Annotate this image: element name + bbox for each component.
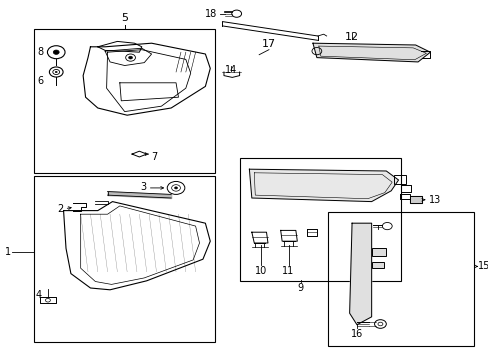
- Text: 18: 18: [205, 9, 217, 19]
- Circle shape: [55, 71, 57, 73]
- Bar: [393, 175, 405, 184]
- Text: 1: 1: [4, 247, 11, 257]
- Text: 17: 17: [262, 39, 275, 49]
- Text: 12: 12: [345, 32, 358, 42]
- Text: 13: 13: [428, 195, 441, 205]
- Circle shape: [174, 187, 177, 189]
- Text: 9: 9: [297, 283, 303, 293]
- Text: 14: 14: [224, 65, 237, 75]
- Text: 15: 15: [477, 261, 488, 271]
- Text: 5: 5: [121, 13, 128, 23]
- Bar: [371, 262, 383, 268]
- Text: 3: 3: [140, 182, 146, 192]
- Polygon shape: [349, 223, 371, 325]
- Bar: [371, 248, 386, 256]
- Text: 2: 2: [57, 204, 63, 214]
- Polygon shape: [249, 169, 398, 202]
- Bar: [34, 29, 215, 173]
- Text: 4: 4: [36, 290, 42, 300]
- Text: 11: 11: [282, 266, 294, 276]
- Bar: [239, 158, 400, 281]
- Circle shape: [128, 56, 132, 59]
- Bar: [34, 176, 215, 342]
- Polygon shape: [312, 43, 429, 62]
- Circle shape: [53, 50, 59, 54]
- Bar: [327, 212, 473, 346]
- Text: 16: 16: [350, 329, 363, 339]
- Polygon shape: [409, 196, 421, 203]
- Text: 7: 7: [151, 152, 158, 162]
- Text: 10: 10: [254, 266, 266, 276]
- Text: 8: 8: [37, 47, 43, 57]
- Text: 6: 6: [37, 76, 43, 86]
